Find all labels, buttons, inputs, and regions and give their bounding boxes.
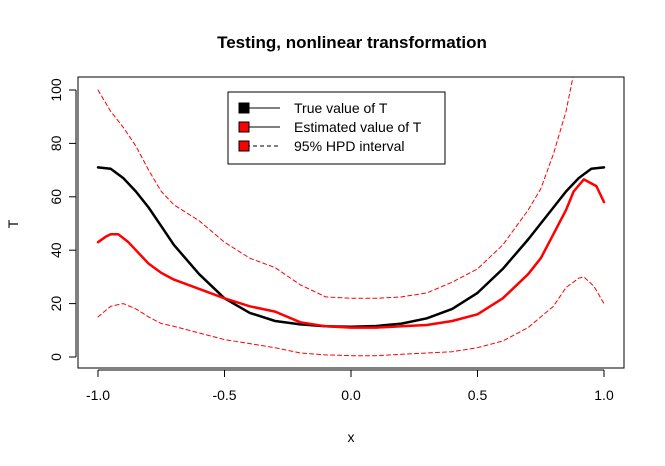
x-tick-label: -0.5 [212, 387, 236, 403]
chart-title: Testing, nonlinear transformation [217, 33, 487, 52]
series-estimated-value [96, 178, 606, 329]
legend-swatch [238, 102, 250, 114]
x-tick-label: -1.0 [86, 387, 110, 403]
series-hpd-upper [97, 77, 574, 299]
y-tick-label: 0 [48, 353, 64, 361]
plot-area [77, 76, 625, 369]
y-tick-label: 40 [48, 242, 64, 258]
series-layer [96, 77, 606, 357]
legend-label: Estimated value of T [294, 119, 422, 135]
y-tick-label: 20 [48, 296, 64, 312]
x-tick-label: 0.5 [468, 387, 488, 403]
legend-swatch [238, 121, 250, 133]
y-axis-label: T [5, 219, 21, 228]
y-tick-label: 100 [48, 78, 64, 102]
legend-label: True value of T [294, 100, 388, 116]
legend-box [227, 91, 446, 165]
y-axis: 0 20 40 60 80 100 [48, 78, 77, 361]
series-true-value [96, 166, 606, 329]
x-tick-label: 1.0 [594, 387, 614, 403]
x-axis: -1.0 -0.5 0.0 0.5 1.0 [86, 369, 614, 403]
legend-label: 95% HPD interval [294, 138, 405, 154]
x-axis-label: x [348, 429, 355, 445]
series-hpd-lower [97, 276, 605, 357]
x-tick-label: 0.0 [341, 387, 361, 403]
y-tick-label: 60 [48, 189, 64, 205]
legend: True value of T Estimated value of T 95% H… [227, 91, 446, 165]
plot-frame [77, 76, 625, 369]
y-tick-label: 80 [48, 135, 64, 151]
legend-swatch [238, 140, 250, 152]
